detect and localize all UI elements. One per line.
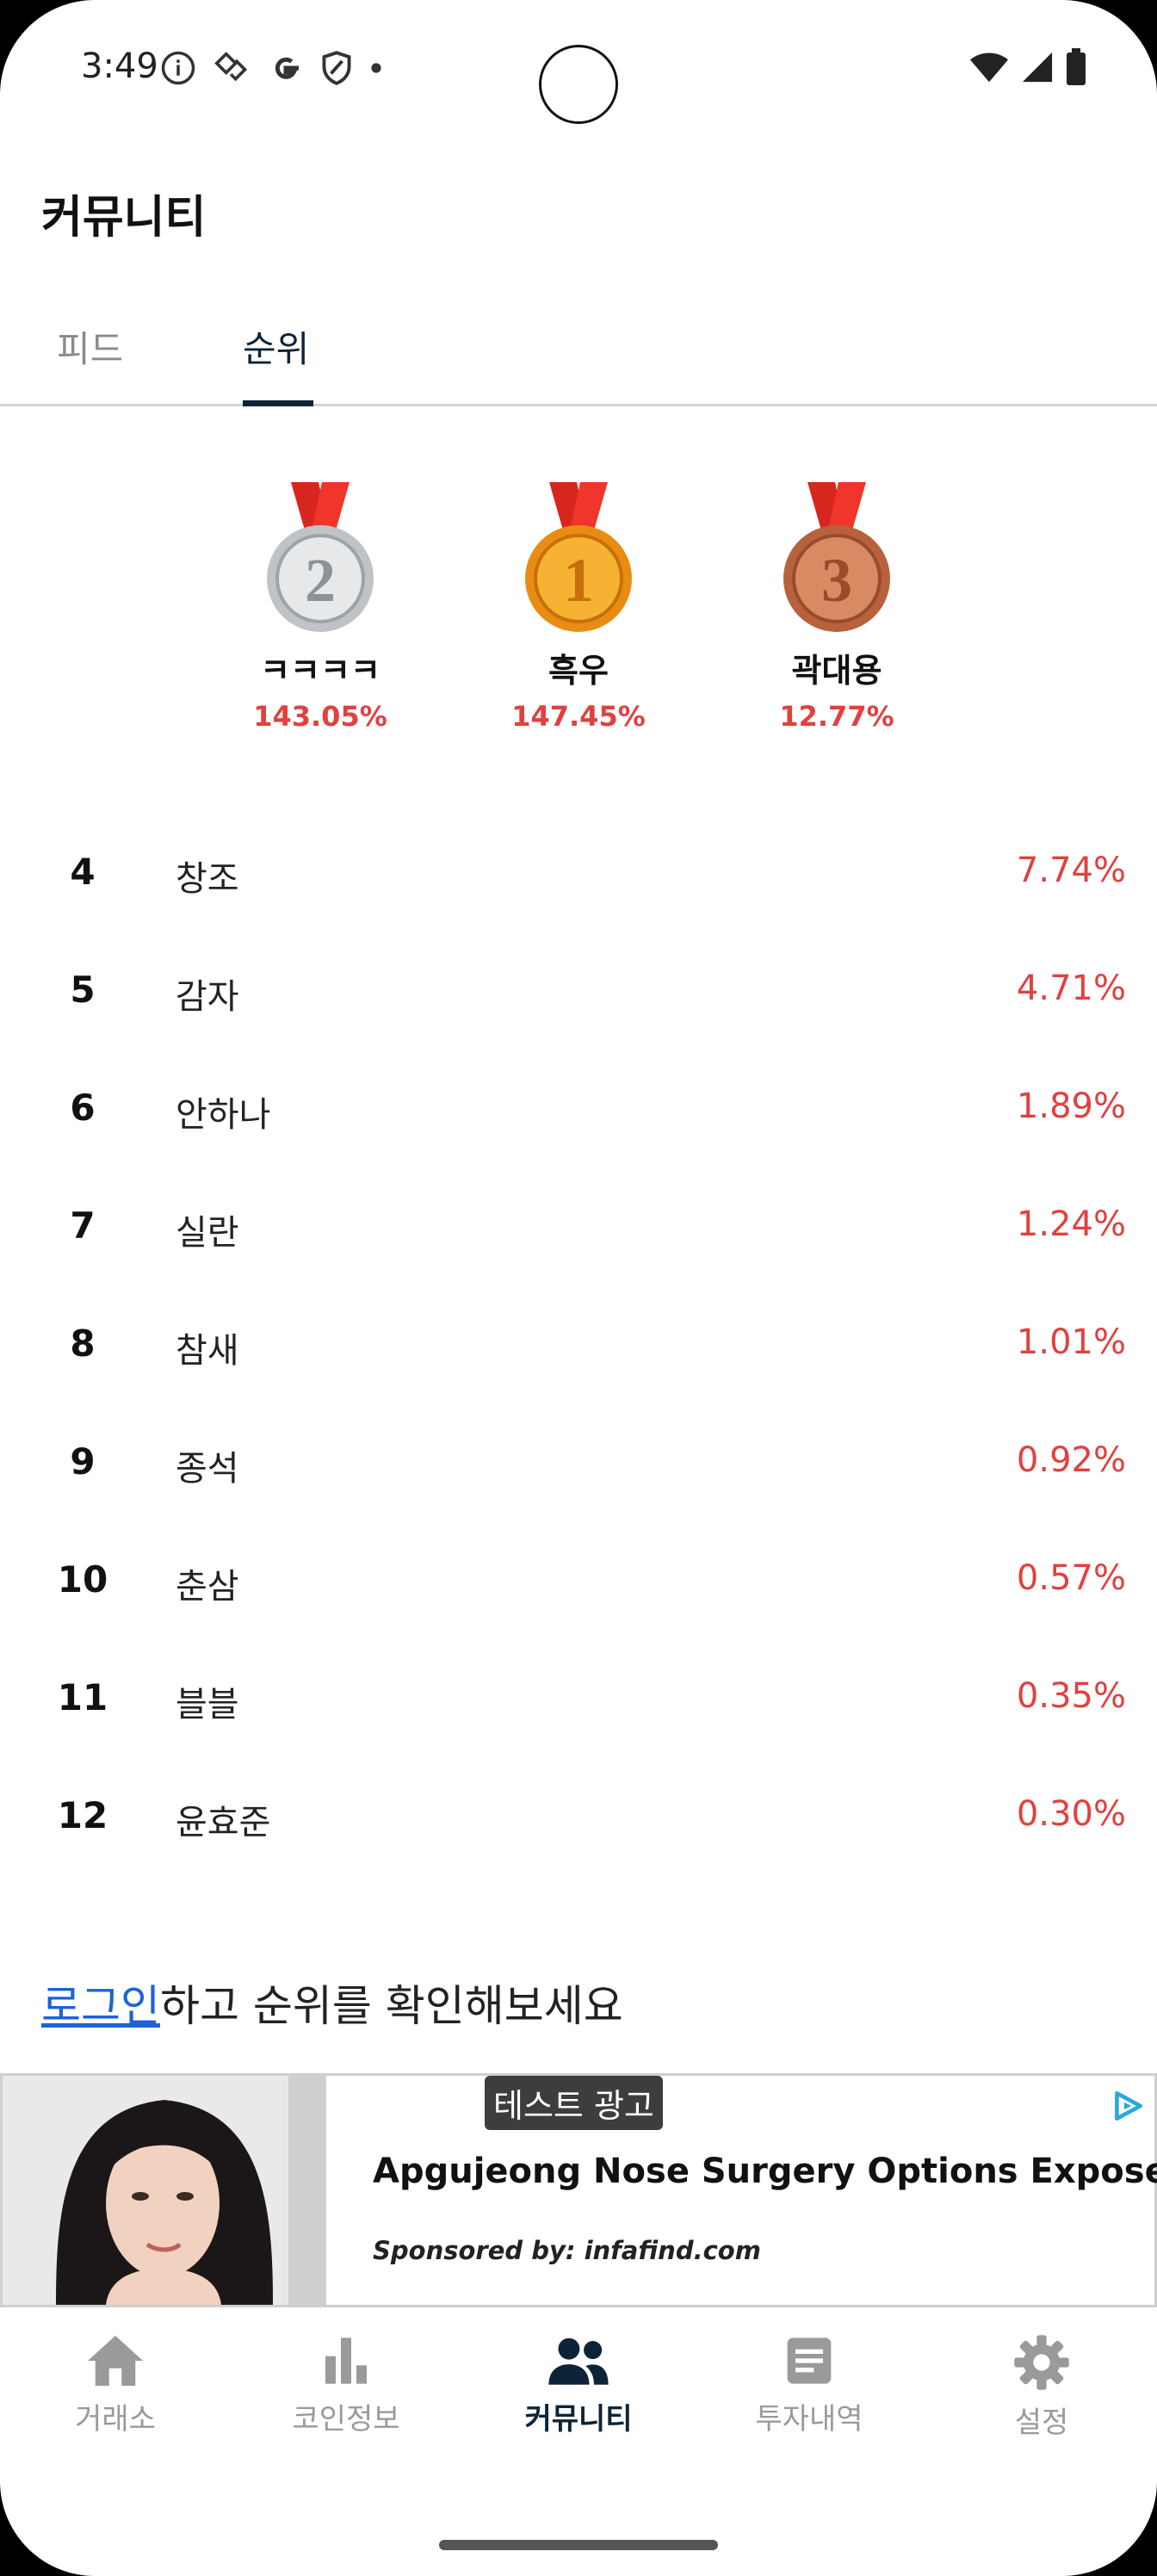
status-icons-left bbox=[160, 46, 382, 90]
rank-percent: 1.89% bbox=[1016, 1087, 1126, 1126]
document-icon bbox=[787, 2338, 832, 2384]
silver-medal-icon: 2 bbox=[267, 482, 374, 632]
signal-icon bbox=[1022, 52, 1053, 83]
rank-number: 8 bbox=[70, 1322, 96, 1365]
rank-number: 10 bbox=[57, 1558, 108, 1601]
podium: 2 ㅋㅋㅋㅋ 143.05% 1 흑우 147.45% 3 bbox=[0, 479, 1157, 763]
nav-item-investments[interactable]: 투자내역 bbox=[723, 2333, 895, 2437]
ad-image[interactable] bbox=[3, 2076, 326, 2305]
battery-icon bbox=[1067, 48, 1086, 85]
status-bar: 3:49 bbox=[0, 0, 1157, 138]
list-item[interactable]: 8 참새 1.01% bbox=[0, 1286, 1157, 1404]
rank-number: 5 bbox=[70, 969, 96, 1011]
ad-choices-icon[interactable] bbox=[1110, 2088, 1146, 2124]
podium-name: 곽대용 bbox=[791, 652, 882, 690]
dot-icon bbox=[371, 63, 381, 73]
nav-item-community[interactable]: 커뮤니티 bbox=[492, 2333, 665, 2437]
podium-percent: 143.05% bbox=[253, 700, 387, 733]
rank-number: 11 bbox=[57, 1676, 108, 1718]
bottom-nav: 거래소 코인정보 커뮤니티 투자내역 bbox=[0, 2307, 1157, 2454]
rank-percent: 0.30% bbox=[1016, 1794, 1126, 1834]
wifi-icon bbox=[969, 53, 1009, 83]
rank-name: 안하나 bbox=[176, 1095, 271, 1135]
svg-text:2: 2 bbox=[305, 546, 336, 615]
rank-name: 감자 bbox=[176, 977, 239, 1017]
rank-percent: 1.24% bbox=[1016, 1204, 1126, 1244]
podium-percent: 147.45% bbox=[511, 700, 646, 733]
rank-name: 실란 bbox=[176, 1213, 239, 1253]
nav-item-settings[interactable]: 설정 bbox=[956, 2333, 1128, 2441]
rank-name: 춘삼 bbox=[176, 1567, 239, 1607]
ad-title[interactable]: Apgujeong Nose Surgery Options Exposed bbox=[373, 2152, 1157, 2191]
rank-number: 4 bbox=[70, 851, 96, 893]
rank-number: 7 bbox=[70, 1204, 96, 1247]
rank-number: 6 bbox=[70, 1087, 96, 1129]
rank-percent: 0.92% bbox=[1016, 1440, 1126, 1480]
people-icon bbox=[548, 2338, 609, 2385]
svg-text:1: 1 bbox=[563, 546, 594, 615]
list-item[interactable]: 6 안하나 1.89% bbox=[0, 1050, 1157, 1168]
nav-label: 투자내역 bbox=[755, 2402, 863, 2437]
tab-bar: 피드 순위 bbox=[0, 303, 1157, 406]
rank-number: 9 bbox=[70, 1440, 96, 1483]
podium-percent: 12.77% bbox=[779, 700, 894, 733]
info-icon bbox=[161, 51, 195, 85]
status-time: 3:49 bbox=[81, 46, 158, 86]
podium-first-place[interactable]: 1 흑우 147.45% bbox=[475, 479, 682, 733]
ad-sponsor: Sponsored by: infafind.com bbox=[373, 2236, 761, 2265]
nav-item-exchange[interactable]: 거래소 bbox=[29, 2333, 201, 2437]
rank-percent: 7.74% bbox=[1016, 851, 1126, 890]
home-indicator[interactable] bbox=[439, 2540, 718, 2550]
podium-third-place[interactable]: 3 곽대용 12.77% bbox=[733, 479, 940, 733]
rank-name: 참새 bbox=[176, 1331, 239, 1371]
list-item[interactable]: 12 윤효준 0.30% bbox=[0, 1758, 1157, 1876]
login-prompt-text: 하고 순위를 확인해보세요 bbox=[160, 1981, 623, 2031]
rank-percent: 4.71% bbox=[1016, 969, 1126, 1008]
podium-name: ㅋㅋㅋㅋ bbox=[260, 652, 381, 690]
shield-icon bbox=[322, 51, 351, 85]
list-item[interactable]: 9 종석 0.92% bbox=[0, 1404, 1157, 1522]
list-item[interactable]: 11 블블 0.35% bbox=[0, 1640, 1157, 1758]
bronze-medal-icon: 3 bbox=[783, 482, 890, 632]
camera-cutout bbox=[539, 45, 618, 124]
tab-ranking[interactable]: 순위 bbox=[243, 328, 310, 370]
nav-item-coin-info[interactable]: 코인정보 bbox=[260, 2333, 432, 2437]
svg-text:3: 3 bbox=[821, 546, 852, 615]
rank-name: 종석 bbox=[176, 1449, 239, 1489]
status-icons-right bbox=[969, 48, 1086, 86]
rank-percent: 0.35% bbox=[1016, 1676, 1126, 1716]
tab-feed[interactable]: 피드 bbox=[57, 328, 124, 370]
nav-label: 설정 bbox=[1014, 2406, 1069, 2440]
nav-label: 코인정보 bbox=[292, 2402, 400, 2437]
list-item[interactable]: 10 춘삼 0.57% bbox=[0, 1522, 1157, 1640]
rank-name: 윤효준 bbox=[176, 1803, 271, 1842]
page-title: 커뮤니티 bbox=[41, 192, 207, 244]
login-link[interactable]: 로그인 bbox=[41, 1981, 160, 2031]
rank-name: 창조 bbox=[176, 859, 239, 899]
google-icon bbox=[275, 57, 299, 79]
login-prompt: 로그인하고 순위를 확인해보세요 bbox=[41, 1972, 623, 2034]
rank-percent: 0.57% bbox=[1016, 1558, 1126, 1598]
rank-name: 블블 bbox=[176, 1685, 239, 1725]
diamond-icon bbox=[214, 52, 248, 82]
ad-test-badge: 테스트 광고 bbox=[485, 2076, 663, 2130]
ad-banner[interactable]: 테스트 광고 Apgujeong Nose Surgery Options Ex… bbox=[0, 2073, 1157, 2307]
list-item[interactable]: 7 실란 1.24% bbox=[0, 1168, 1157, 1286]
podium-name: 흑우 bbox=[548, 652, 609, 690]
nav-label: 거래소 bbox=[75, 2402, 156, 2437]
ranking-list[interactable]: 4 창조 7.74% 5 감자 4.71% 6 안하나 1.89% 7 실란 1… bbox=[0, 814, 1157, 1925]
rank-percent: 1.01% bbox=[1016, 1322, 1126, 1362]
podium-second-place[interactable]: 2 ㅋㅋㅋㅋ 143.05% bbox=[217, 479, 424, 733]
home-icon bbox=[88, 2335, 143, 2387]
gold-medal-icon: 1 bbox=[525, 482, 632, 632]
rank-number: 12 bbox=[57, 1794, 108, 1836]
nav-label: 커뮤니티 bbox=[524, 2402, 633, 2437]
list-item[interactable]: 4 창조 7.74% bbox=[0, 814, 1157, 932]
list-item[interactable]: 5 감자 4.71% bbox=[0, 932, 1157, 1050]
bar-chart-icon bbox=[325, 2338, 367, 2384]
gear-icon bbox=[1014, 2335, 1069, 2390]
tab-indicator bbox=[243, 400, 313, 406]
